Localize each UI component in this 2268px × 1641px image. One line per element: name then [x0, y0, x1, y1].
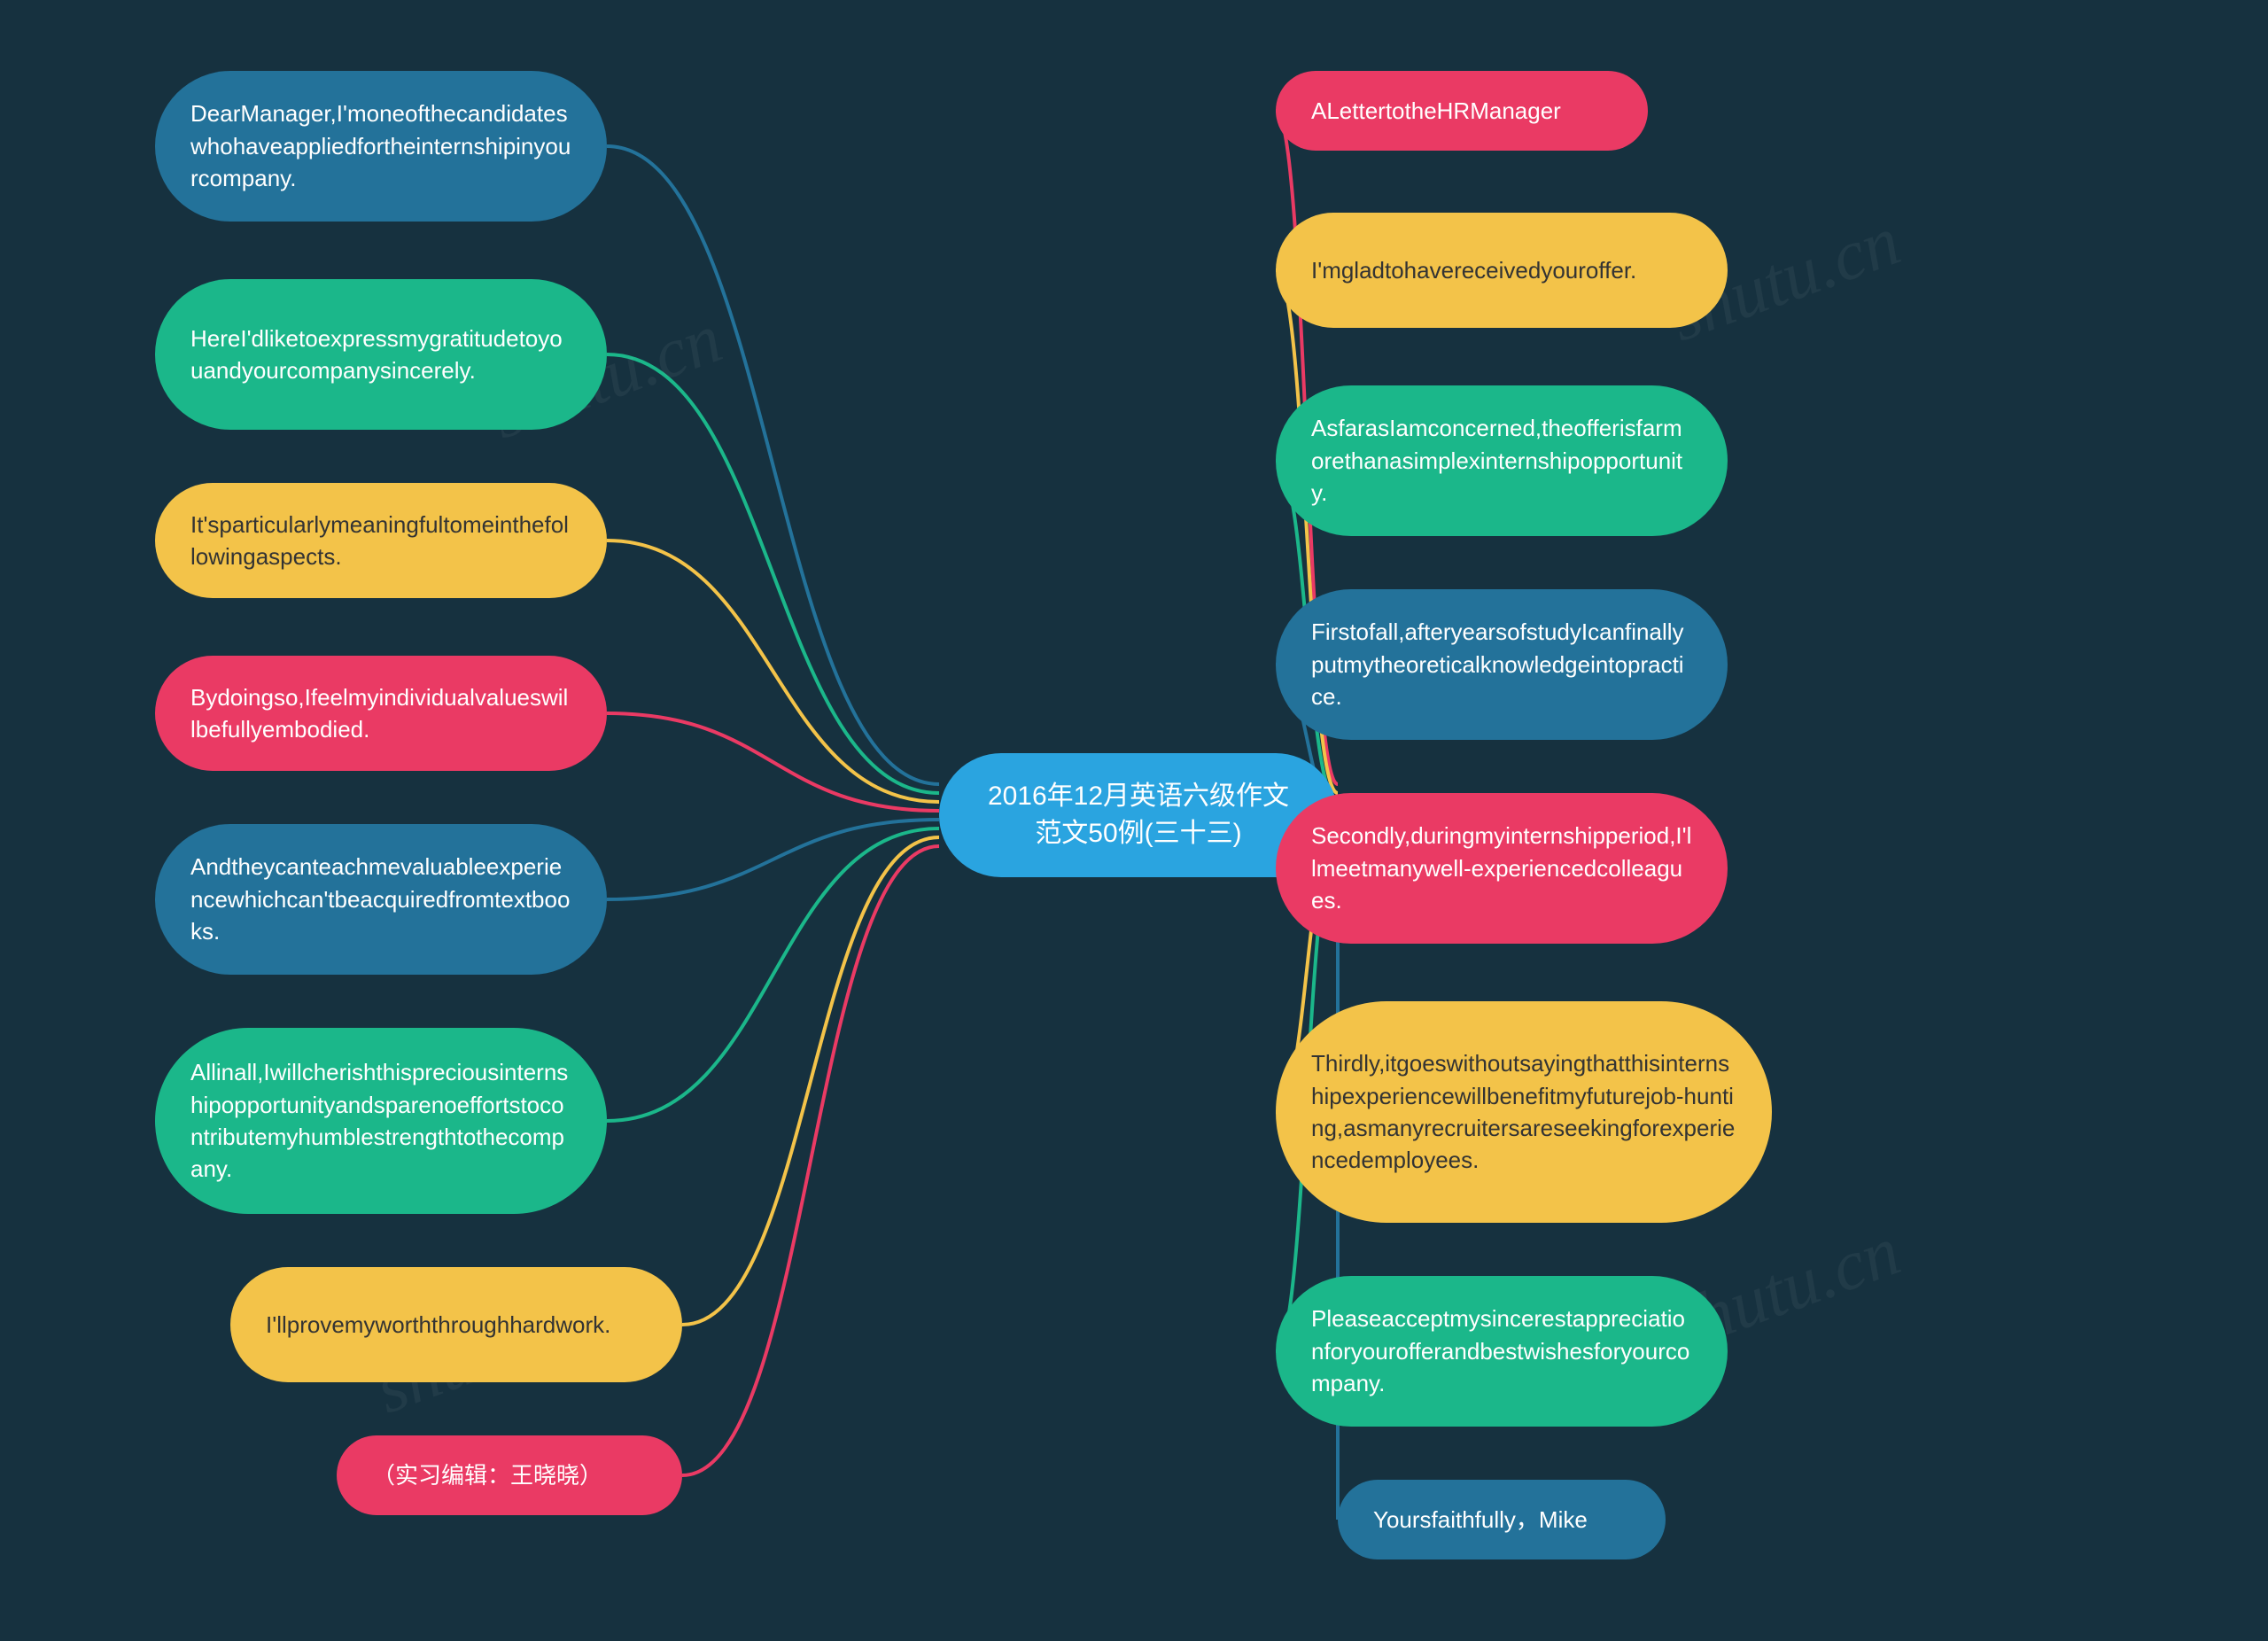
- connector-l1: [607, 146, 939, 784]
- branch-node-l2[interactable]: HereI'dliketoexpressmygratitudetoyouandy…: [155, 279, 607, 430]
- branch-node-label: Allinall,Iwillcherishthispreciousinterns…: [190, 1056, 571, 1186]
- branch-node-label: Yoursfaithfully，Mike: [1373, 1504, 1588, 1536]
- branch-node-label: Andtheycanteachmevaluableexperiencewhich…: [190, 851, 571, 947]
- branch-node-r6[interactable]: Thirdly,itgoeswithoutsayingthatthisinter…: [1276, 1001, 1772, 1223]
- mindmap-canvas: shutu.cnshutu.cnshutu.cnshutu.cnshutu.cn…: [0, 0, 2268, 1641]
- branch-node-r4[interactable]: Firstofall,afteryearsofstudyIcanfinallyp…: [1276, 589, 1728, 740]
- branch-node-label: I'llprovemyworththroughhardwork.: [266, 1309, 610, 1341]
- connector-l6: [607, 828, 939, 1121]
- branch-node-label: It'sparticularlymeaningfultomeinthefollo…: [190, 509, 571, 573]
- branch-node-r2[interactable]: I'mgladtohavereceivedyouroffer.: [1276, 213, 1728, 328]
- branch-node-label: ALettertotheHRManager: [1311, 95, 1561, 127]
- branch-node-label: AsfarasIamconcerned,theofferisfarmoretha…: [1311, 412, 1692, 509]
- branch-node-label: Thirdly,itgoeswithoutsayingthatthisinter…: [1311, 1047, 1736, 1177]
- branch-node-l8[interactable]: （实习编辑：王晓晓）: [337, 1435, 682, 1515]
- branch-node-label: Firstofall,afteryearsofstudyIcanfinallyp…: [1311, 616, 1692, 712]
- branch-node-r1[interactable]: ALettertotheHRManager: [1276, 71, 1648, 151]
- branch-node-label: Pleaseacceptmysincerestappreciationforyo…: [1311, 1303, 1692, 1399]
- branch-node-l7[interactable]: I'llprovemyworththroughhardwork.: [230, 1267, 682, 1382]
- branch-node-label: Secondly,duringmyinternshipperiod,I'llme…: [1311, 820, 1692, 916]
- branch-node-label: （实习编辑：王晓晓）: [372, 1459, 602, 1491]
- branch-node-r3[interactable]: AsfarasIamconcerned,theofferisfarmoretha…: [1276, 385, 1728, 536]
- branch-node-l1[interactable]: DearManager,I'moneofthecandidateswhohave…: [155, 71, 607, 222]
- branch-node-label: I'mgladtohavereceivedyouroffer.: [1311, 254, 1636, 286]
- branch-node-label: HereI'dliketoexpressmygratitudetoyouandy…: [190, 323, 571, 387]
- branch-node-l3[interactable]: It'sparticularlymeaningfultomeinthefollo…: [155, 483, 607, 598]
- connector-l2: [607, 354, 939, 793]
- connector-l8: [682, 846, 939, 1475]
- branch-node-label: DearManager,I'moneofthecandidateswhohave…: [190, 97, 571, 194]
- branch-node-label: Bydoingso,Ifeelmyindividualvalueswillbef…: [190, 681, 571, 746]
- branch-node-r5[interactable]: Secondly,duringmyinternshipperiod,I'llme…: [1276, 793, 1728, 944]
- branch-node-l4[interactable]: Bydoingso,Ifeelmyindividualvalueswillbef…: [155, 656, 607, 771]
- branch-node-l5[interactable]: Andtheycanteachmevaluableexperiencewhich…: [155, 824, 607, 975]
- branch-node-r7[interactable]: Pleaseacceptmysincerestappreciationforyo…: [1276, 1276, 1728, 1427]
- center-node-label: 2016年12月英语六级作文 范文50例(三十三): [988, 778, 1289, 852]
- branch-node-r8[interactable]: Yoursfaithfully，Mike: [1338, 1480, 1666, 1559]
- branch-node-l6[interactable]: Allinall,Iwillcherishthispreciousinterns…: [155, 1028, 607, 1214]
